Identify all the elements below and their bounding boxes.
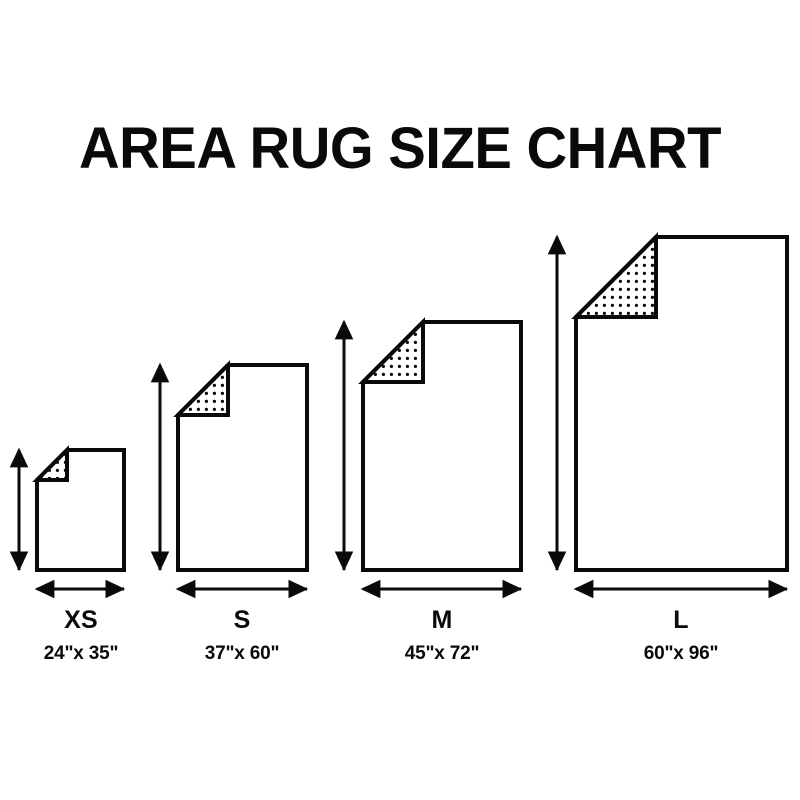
size-name-l: L [673,606,689,634]
rug-fold-outline-xs [32,445,69,482]
size-label-group-s: S 37"x 60" [132,607,352,665]
rug-shape-l [571,232,789,572]
rug-dimension-arrows-m [334,319,523,599]
rug-shape-m [358,317,523,572]
page-title: AREA RUG SIZE CHART [79,116,721,181]
rug-shape-s [173,360,309,572]
size-name-s: S [233,606,251,634]
rug-dimension-arrows-xs [9,447,126,599]
rug-fold-outline-s [173,360,230,417]
size-label-group-l: L 60"x 96" [571,607,791,665]
size-dimensions-xs: 24"x 35" [43,643,119,664]
size-name-xs: XS [64,606,98,634]
rug-shape-xs [32,445,126,572]
size-label-group-m: M 45"x 72" [332,607,552,665]
size-dimensions-m: 45"x 72" [404,643,480,664]
rug-shapes-group [32,232,789,572]
rug-arrows-group [9,234,789,599]
rug-fold-outline-l [571,232,658,319]
rug-fold-outline-m [358,317,425,384]
size-dimensions-s: 37"x 60" [204,643,280,664]
size-name-m: M [431,606,453,634]
rug-dimension-arrows-l [547,234,789,599]
rug-dimension-arrows-s [150,362,309,599]
size-dimensions-l: 60"x 96" [643,643,719,664]
size-label-group-xs: XS 24"x 35" [0,607,191,665]
